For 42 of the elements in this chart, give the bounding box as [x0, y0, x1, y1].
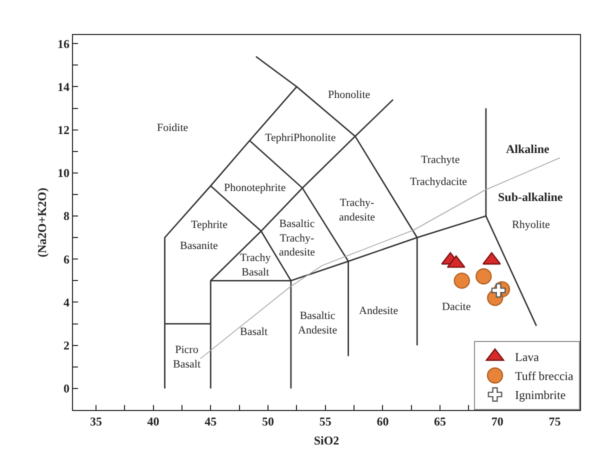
annotation: TephriPhonolite: [265, 132, 336, 144]
y-tick-label: 10: [58, 166, 70, 180]
y-tick-label: 0: [64, 382, 70, 396]
x-tick-label: 55: [319, 414, 332, 428]
annotation: Phonolite: [328, 89, 370, 101]
annotation: Foidite: [157, 122, 188, 134]
annotation: Basaltic Trachy- andesite: [279, 218, 316, 259]
y-tick-label: 2: [64, 338, 70, 353]
annotation: Basalt: [240, 326, 268, 338]
x-tick-label: 40: [147, 414, 160, 428]
annotation: Trachy- andesite: [339, 197, 376, 224]
legend-label: Ignimbrite: [515, 388, 566, 402]
annotation: Picro Basalt: [173, 344, 200, 370]
y-axis-title: (Na2O+K2O): [34, 188, 49, 258]
annotation: Sub-alkaline: [498, 190, 564, 204]
x-tick-label: 75: [548, 414, 561, 428]
annotation: Phonotephrite: [224, 182, 286, 194]
y-tick-label: 12: [58, 123, 70, 138]
x-tick-label: 50: [262, 414, 274, 428]
legend-label: Tuff breccia: [515, 369, 574, 384]
x-tick-label: 70: [491, 414, 504, 428]
annotation: Trachy Basalt: [240, 252, 272, 278]
annotation: Andesite: [359, 305, 398, 317]
annotation: Dacite: [442, 301, 471, 313]
annotation: Alkaline: [506, 142, 550, 156]
y-tick-label: 16: [58, 36, 70, 51]
y-tick-label: 4: [64, 295, 70, 310]
annotation: Tephrite: [191, 219, 228, 231]
x-tick-label: 65: [434, 414, 446, 428]
y-tick-label: 14: [58, 80, 70, 94]
annotation: Rhyolite: [512, 219, 550, 231]
x-tick-label: 35: [90, 414, 102, 428]
annotation: Trachyte: [421, 154, 460, 166]
annotation: Basanite: [180, 240, 218, 252]
annotation: Basaltic Andesite: [298, 310, 338, 336]
x-tick-label: 45: [204, 414, 217, 428]
y-tick-label: 6: [64, 252, 70, 266]
y-tick-label: 8: [64, 209, 70, 224]
x-tick-label: 60: [376, 414, 389, 428]
x-axis-title: SiO2: [314, 433, 340, 448]
legend-label: Lava: [515, 350, 540, 364]
annotation: Trachydacite: [410, 176, 468, 188]
